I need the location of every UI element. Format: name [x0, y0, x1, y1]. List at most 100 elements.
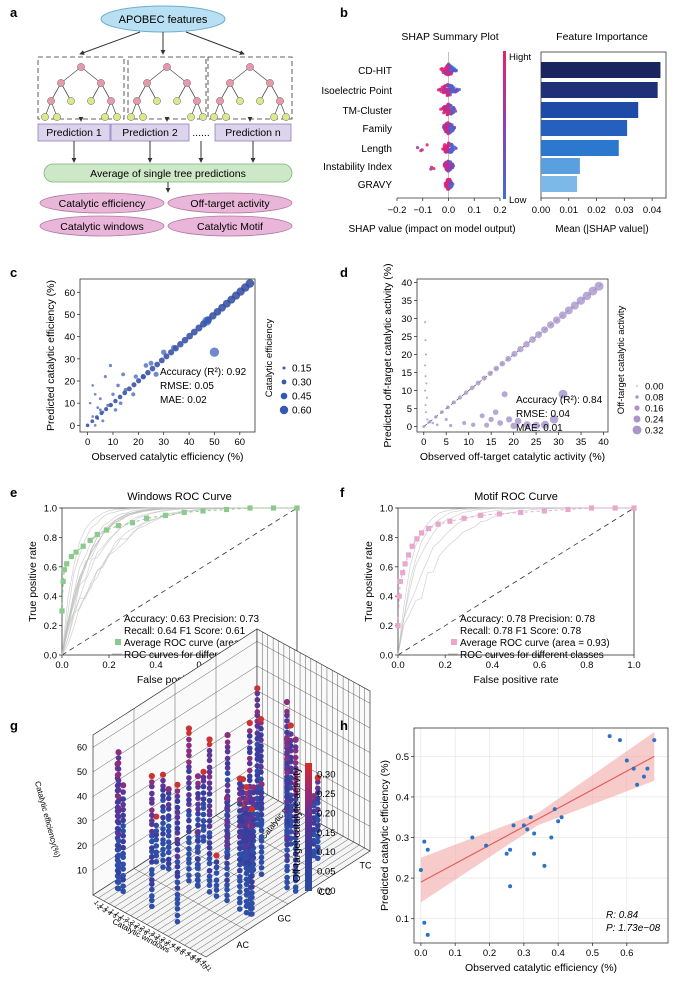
- g-data-point: [115, 777, 122, 784]
- g-data-point: [120, 828, 126, 834]
- g-data-point: [243, 898, 250, 905]
- g-data-point: [120, 806, 126, 813]
- g-data-point: [174, 853, 181, 860]
- g-data-point: [284, 718, 290, 724]
- g-data-point: [243, 881, 250, 888]
- g-data-point: [258, 794, 265, 801]
- d-data-point: [424, 364, 427, 367]
- g-data-point: [246, 728, 253, 734]
- g-window-tick-label: 4-8: [184, 950, 195, 962]
- shap-point: [452, 86, 456, 90]
- g-motif-tick-label: AC: [237, 940, 250, 950]
- g-data-point: [258, 743, 264, 749]
- g-data-point: [195, 843, 201, 850]
- g-data-point: [115, 852, 122, 859]
- g-data-point: [224, 739, 231, 745]
- g-data-point: [120, 850, 126, 857]
- c-data-point: [93, 423, 97, 427]
- g-data-point: [186, 851, 192, 857]
- g-data-point: [248, 806, 256, 813]
- g-data-point: [250, 801, 257, 808]
- g-grid-line: [157, 664, 322, 931]
- c-size-legend-label: 0.60: [292, 406, 312, 417]
- h-data-point: [645, 766, 650, 771]
- panel-letter-f: f: [340, 485, 345, 500]
- g-data-point: [224, 777, 231, 783]
- g-motif-tick-label: TC: [360, 860, 372, 870]
- g-data-point: [186, 785, 192, 791]
- d-data-point: [492, 409, 499, 415]
- g-data-point: [254, 709, 261, 715]
- g-grid-line: [168, 670, 333, 937]
- g-data-point: [186, 856, 192, 862]
- g-data-point: [249, 830, 255, 837]
- h-data-point: [504, 851, 509, 856]
- shap-point: [448, 103, 452, 107]
- f-y-tick-label: 0.4: [380, 592, 393, 603]
- g-data-point: [224, 886, 230, 893]
- c-frame: [79, 278, 256, 433]
- g-colorbar: [305, 763, 312, 891]
- shap-feature-label: CD-HIT: [358, 66, 392, 77]
- shap-point: [446, 87, 450, 92]
- g-data-point: [115, 793, 122, 800]
- h-y-tick-label: 0.3: [396, 833, 409, 844]
- shap-point: [446, 178, 450, 182]
- g-data-point: [120, 817, 126, 824]
- g-data-point: [153, 813, 160, 820]
- g-data-point: [258, 871, 265, 878]
- e-average-marker: [104, 527, 110, 533]
- g-data-point: [246, 749, 253, 756]
- g-data-point: [236, 851, 243, 858]
- f-average-marker: [496, 511, 503, 517]
- g-data-point: [120, 801, 126, 808]
- g-data-point: [213, 870, 220, 876]
- shap-x-tick-label: 0.2: [493, 205, 506, 216]
- h-data-point: [635, 782, 640, 787]
- g-data-point: [292, 754, 299, 761]
- g-grid-line: [215, 655, 330, 878]
- h-confidence-band: [420, 732, 655, 903]
- g-z-tick-label: 20: [77, 841, 87, 851]
- c-data-point: [113, 408, 118, 412]
- e-chance-line: [61, 507, 298, 656]
- shap-point: [451, 164, 456, 168]
- d-data-point: [435, 423, 439, 427]
- c-size-legend-dot: [279, 405, 289, 415]
- g-data-point: [149, 893, 155, 899]
- tree-node: [276, 97, 284, 105]
- g-data-point: [160, 831, 166, 837]
- g-data-point: [236, 883, 243, 890]
- g-grid-line: [119, 643, 285, 910]
- c-diagonal-point: [136, 378, 142, 384]
- e-average-marker: [73, 549, 79, 555]
- g-data-point: [258, 776, 264, 782]
- g-data-point: [236, 818, 243, 825]
- g-z-tick-label: 10: [77, 865, 87, 875]
- d-size-legend-label: 0.08: [645, 393, 664, 404]
- g-data-point: [149, 828, 155, 835]
- g-data-point: [258, 753, 264, 760]
- g-data-point: [206, 764, 213, 771]
- g-data-point: [149, 877, 155, 883]
- d-y-tick-label: 10: [401, 386, 412, 397]
- g-data-point: [246, 739, 253, 745]
- g-data-point: [115, 771, 122, 778]
- g-data-point: [165, 833, 172, 839]
- g-data-point: [224, 865, 230, 872]
- d-size-legend-label: 0.32: [645, 426, 664, 437]
- g-data-point: [284, 813, 290, 819]
- d-y-tick-label: 0: [407, 422, 412, 433]
- c-data-point: [153, 371, 159, 377]
- shap-feature-label: Isoelectric Point: [321, 86, 392, 97]
- shap-point: [445, 112, 449, 117]
- g-data-point: [283, 736, 291, 743]
- g-data-point: [186, 775, 192, 781]
- output-ellipse: [39, 192, 165, 214]
- g-data-point: [292, 760, 299, 766]
- g-data-point: [236, 808, 243, 814]
- d-data-point: [424, 321, 427, 324]
- importance-x-tick-label: 0.03: [615, 205, 634, 216]
- g-data-point: [186, 817, 192, 824]
- g-data-point: [200, 827, 207, 833]
